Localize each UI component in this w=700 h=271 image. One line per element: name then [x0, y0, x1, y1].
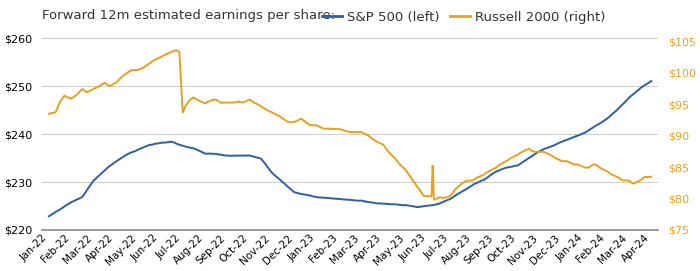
- Text: Forward 12m estimated earnings per share:: Forward 12m estimated earnings per share…: [42, 8, 335, 21]
- Legend: S&P 500 (left), Russell 2000 (right): S&P 500 (left), Russell 2000 (right): [316, 5, 611, 29]
